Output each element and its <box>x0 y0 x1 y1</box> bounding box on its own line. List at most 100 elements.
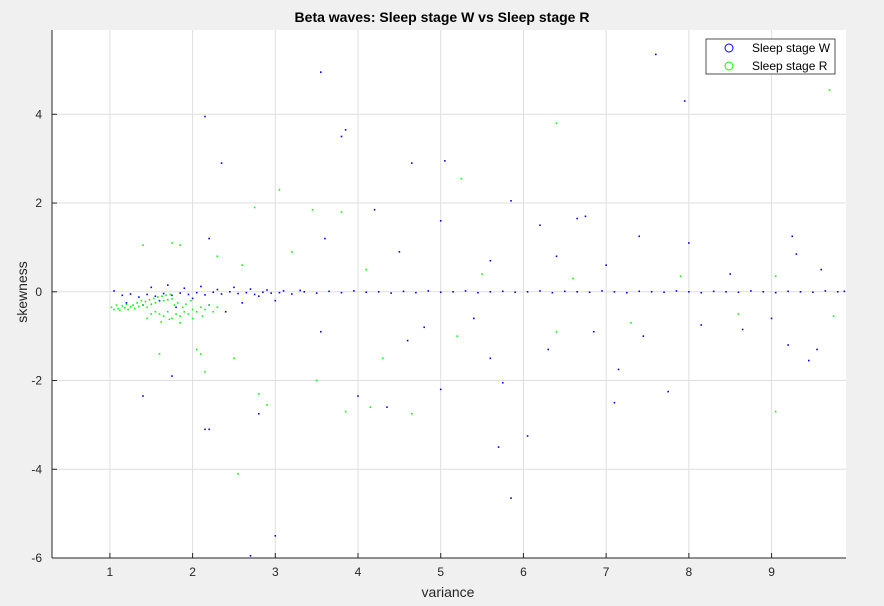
data-point <box>551 291 554 294</box>
data-point <box>464 290 467 292</box>
x-tick-label: 6 <box>520 565 527 579</box>
data-point <box>123 306 126 309</box>
data-point <box>142 244 144 246</box>
data-point <box>340 135 343 138</box>
data-point <box>176 302 179 304</box>
data-point <box>489 357 492 360</box>
data-point <box>245 291 248 294</box>
data-point <box>324 237 326 240</box>
data-point <box>165 294 167 297</box>
x-tick-label: 4 <box>355 565 362 579</box>
data-point <box>208 237 210 240</box>
data-point <box>204 294 206 296</box>
y-tick-label: 0 <box>35 285 42 299</box>
data-point <box>173 304 176 306</box>
data-point <box>200 353 202 355</box>
data-point <box>770 317 773 320</box>
data-point <box>282 290 285 292</box>
data-point <box>328 290 330 293</box>
data-point <box>171 375 173 377</box>
data-point <box>427 290 430 292</box>
data-point <box>576 290 578 293</box>
data-point <box>353 290 355 292</box>
data-point <box>555 122 558 124</box>
data-point <box>183 310 186 313</box>
data-point <box>406 339 409 342</box>
data-point <box>630 322 632 324</box>
data-point <box>410 412 413 415</box>
data-point <box>161 295 163 298</box>
data-point <box>142 395 144 397</box>
data-point <box>456 335 459 337</box>
data-point <box>750 290 752 292</box>
data-point <box>195 291 198 294</box>
data-point <box>605 264 607 266</box>
data-point <box>555 330 558 333</box>
data-point <box>181 306 184 309</box>
data-point <box>315 292 318 294</box>
data-point <box>132 304 134 306</box>
data-point <box>539 224 541 227</box>
data-point <box>127 308 129 311</box>
data-point <box>191 308 194 311</box>
data-point <box>129 293 132 295</box>
data-point <box>115 304 118 306</box>
data-point <box>663 291 665 294</box>
data-point <box>204 428 206 431</box>
x-tick-label: 8 <box>686 565 693 579</box>
data-point <box>787 290 789 293</box>
data-point <box>415 291 417 294</box>
data-point <box>444 160 446 162</box>
data-point <box>501 381 504 384</box>
data-point <box>216 288 219 291</box>
data-point <box>526 435 529 437</box>
data-point <box>204 370 206 373</box>
data-point <box>398 251 401 253</box>
axes <box>51 30 846 559</box>
data-point <box>138 296 140 298</box>
data-point <box>146 306 148 309</box>
data-point <box>229 290 231 293</box>
data-point <box>278 188 281 191</box>
data-point <box>195 310 198 313</box>
data-point <box>452 290 454 293</box>
data-point <box>237 472 239 475</box>
data-point <box>795 253 798 255</box>
data-point <box>497 446 500 448</box>
x-tick-label: 3 <box>272 565 279 579</box>
data-point <box>144 300 147 303</box>
data-point <box>257 393 260 395</box>
legend-label-w: Sleep stage W <box>752 41 831 55</box>
data-points <box>110 53 846 557</box>
data-point <box>262 291 264 294</box>
data-point <box>741 328 744 331</box>
data-point <box>154 295 157 298</box>
y-tick-label: -2 <box>31 374 42 388</box>
data-point <box>237 292 239 295</box>
data-point <box>270 292 272 294</box>
data-point <box>204 115 206 118</box>
data-point <box>136 302 138 304</box>
data-point <box>588 291 591 294</box>
data-point <box>129 306 132 308</box>
data-point <box>204 308 206 311</box>
data-point <box>162 299 165 302</box>
data-point <box>320 330 322 333</box>
data-point <box>187 293 190 296</box>
data-point <box>195 348 198 351</box>
data-point <box>200 285 202 288</box>
data-point <box>563 290 566 293</box>
data-point <box>816 348 818 351</box>
chart-title: Beta waves: Sleep stage W vs Sleep stage… <box>295 9 590 25</box>
data-point <box>489 259 492 262</box>
data-point <box>510 497 512 499</box>
data-point <box>828 89 831 91</box>
data-point <box>158 313 161 315</box>
data-point <box>157 296 159 298</box>
data-point <box>667 390 669 393</box>
data-point <box>152 297 155 300</box>
data-point <box>299 289 301 292</box>
data-point <box>700 291 703 294</box>
data-point <box>121 294 124 297</box>
y-tick-label: -4 <box>31 462 42 476</box>
